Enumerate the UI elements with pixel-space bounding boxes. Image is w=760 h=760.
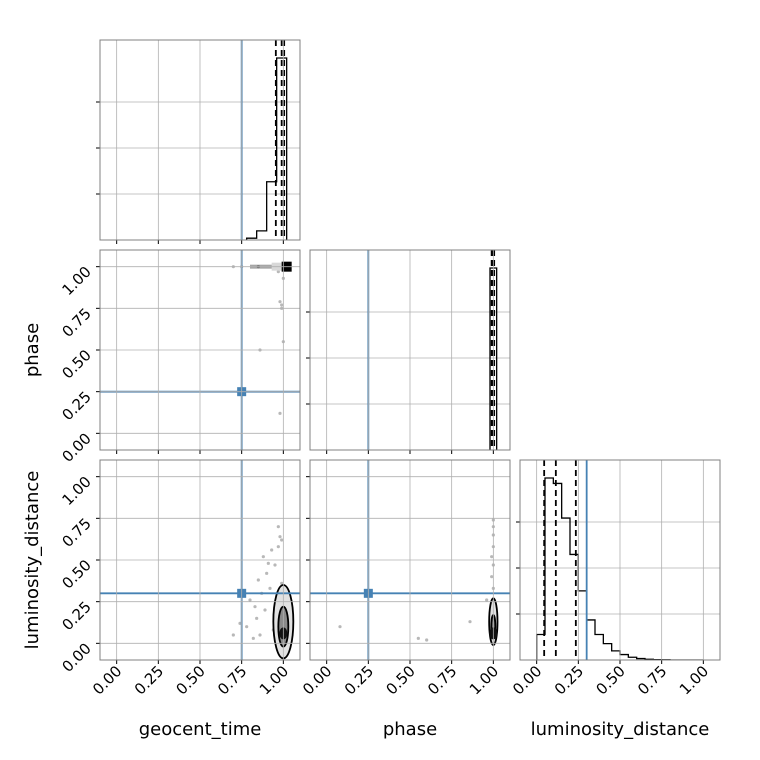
- y-tick-label: 0.25: [58, 598, 94, 634]
- panel-luminosity_distance-vs-phase: 0.00 0.25 0.50 0.75 1.00: [299, 459, 511, 698]
- x-tick-label: 1.00: [256, 662, 292, 698]
- sample-point: [276, 545, 280, 549]
- sample-point: [278, 535, 282, 539]
- sample-point: [425, 638, 429, 642]
- sample-point: [490, 555, 494, 559]
- sample-point: [265, 571, 269, 575]
- x-tick-label: 0.25: [551, 662, 587, 698]
- panel-phase-hist: [306, 249, 511, 454]
- y-tick-label: 1.00: [58, 263, 94, 299]
- sample-point: [258, 633, 262, 637]
- sample-point: [278, 411, 282, 415]
- ylabel-luminosity_distance: luminosity_distance: [22, 471, 43, 650]
- hist-frame: [519, 459, 721, 661]
- panel-phase-vs-geocent_time: 0.00 0.25 0.50 0.75 1.00: [58, 249, 301, 466]
- hist-frame: [309, 249, 511, 451]
- xlabel-geocent_time: geocent_time: [139, 719, 262, 740]
- sample-point: [273, 563, 277, 567]
- panel-geocent_time-hist: [96, 39, 301, 244]
- x-tick-label: 1.00: [676, 662, 712, 698]
- x-tick-label: 0.50: [592, 662, 628, 698]
- sample-point: [270, 548, 274, 552]
- ylabel-phase: phase: [22, 323, 43, 377]
- sample-point: [256, 578, 260, 582]
- sample-point: [280, 581, 284, 585]
- x-tick-label: 0.00: [299, 662, 335, 698]
- panel-luminosity_distance-vs-geocent_time: 0.00 0.25 0.50 0.75 1.000.000.250.500.751.00: [58, 459, 301, 698]
- sample-point: [468, 620, 472, 624]
- panel-luminosity_distance-hist: 0.00 0.25 0.50 0.75 1.00: [509, 459, 721, 698]
- xlabel-luminosity_distance: luminosity_distance: [531, 719, 710, 740]
- x-tick-label: 0.50: [172, 662, 208, 698]
- sample-point: [278, 300, 282, 304]
- y-tick-label: 0.00: [58, 639, 94, 675]
- sample-point: [245, 625, 249, 629]
- sample-point: [276, 270, 280, 274]
- sample-point: [251, 636, 255, 640]
- y-tick-label: 0.50: [58, 346, 94, 382]
- x-tick-label: 0.75: [214, 662, 250, 698]
- scatter-frame: [309, 459, 511, 661]
- x-tick-label: 0.75: [634, 662, 670, 698]
- x-tick-label: 0.00: [89, 662, 125, 698]
- y-tick-label: 0.25: [58, 388, 94, 424]
- sample-point: [248, 598, 252, 602]
- hist-step-line: [246, 57, 288, 240]
- sample-point: [490, 575, 494, 579]
- x-tick-label: 1.00: [466, 662, 502, 698]
- scatter-frame: [99, 249, 301, 451]
- y-tick-label: 0.50: [58, 556, 94, 592]
- sample-point: [338, 625, 342, 629]
- y-tick-label: 0.00: [58, 429, 94, 465]
- hist-frame: [99, 39, 301, 241]
- x-tick-label: 0.50: [382, 662, 418, 698]
- x-tick-label: 0.25: [341, 662, 377, 698]
- sample-point: [485, 598, 489, 602]
- sample-point: [231, 633, 235, 637]
- y-tick-label: 0.75: [58, 304, 94, 340]
- sample-point: [280, 303, 284, 307]
- sample-point: [255, 616, 259, 620]
- y-tick-label: 1.00: [58, 473, 94, 509]
- x-tick-label: 0.00: [509, 662, 545, 698]
- scatter-frame: [99, 459, 301, 661]
- sample-point: [253, 605, 257, 609]
- hist-plot-area: [520, 460, 720, 660]
- y-tick-label: 0.75: [58, 514, 94, 550]
- x-tick-label: 0.25: [131, 662, 167, 698]
- x-tick-label: 0.75: [424, 662, 460, 698]
- sample-point: [261, 555, 265, 559]
- sample-point: [276, 525, 280, 529]
- sample-point: [268, 586, 272, 590]
- xlabel-phase: phase: [383, 719, 437, 740]
- sample-point: [416, 636, 420, 640]
- sample-point: [280, 538, 284, 542]
- sample-point: [263, 608, 267, 612]
- sample-point: [266, 561, 270, 565]
